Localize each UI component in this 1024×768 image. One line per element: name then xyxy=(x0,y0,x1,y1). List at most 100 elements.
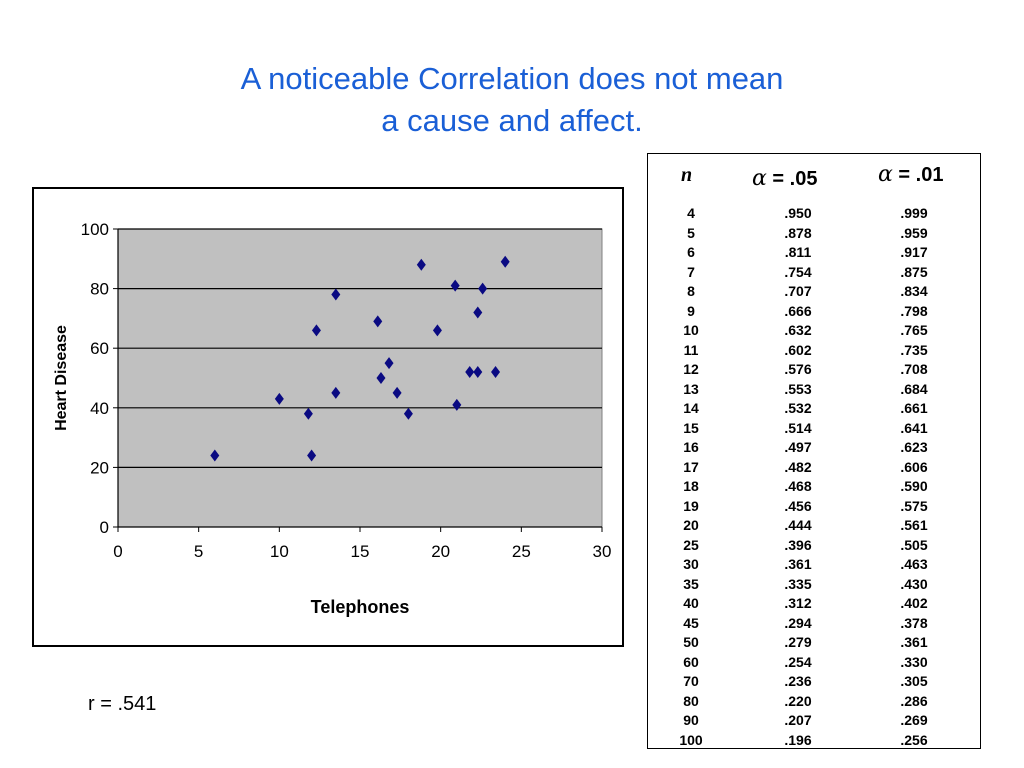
table-row: 40 .312 .402 xyxy=(648,594,982,614)
table-body: 4 .950 .999 5 .878 .959 6 .811 .917 7 .754 .875 8 .70… xyxy=(648,204,982,750)
data-point xyxy=(452,398,462,411)
cell-alpha-01: .834 xyxy=(900,283,928,299)
cell-alpha-01: .959 xyxy=(900,224,928,241)
cell-alpha-05: .950 xyxy=(784,205,812,221)
cell-alpha-05: .220 xyxy=(784,692,812,709)
slide-title-line1: A noticeable Correlation does not mean xyxy=(240,61,784,96)
table-row: 18 .468 .590 xyxy=(648,477,982,497)
cell-alpha-05: .576 xyxy=(784,361,812,377)
cell-alpha-01: .999 xyxy=(900,205,928,221)
data-point xyxy=(331,386,341,399)
data-point xyxy=(373,315,383,328)
cell-alpha-01: .735 xyxy=(900,341,928,358)
cell-alpha-01: .917 xyxy=(900,244,928,260)
x-tick-label: 10 xyxy=(270,542,289,561)
cell-n: 18 xyxy=(683,478,699,494)
cell-n: 8 xyxy=(687,283,695,299)
x-tick-label: 25 xyxy=(512,542,531,561)
table-row: 12 .576 .708 xyxy=(648,360,982,380)
cell-alpha-05: .196 xyxy=(784,731,812,748)
cell-n: 10 xyxy=(683,322,699,338)
table-row: 80 .220 .286 xyxy=(648,692,982,712)
cell-alpha-05: .497 xyxy=(784,439,812,455)
cell-alpha-01: .661 xyxy=(900,400,928,416)
scatter-chart-frame: 0 20 40 60 80 100 0 5 10 15 20 25 30 Telephones Heart … xyxy=(32,187,624,647)
table-row: 20 .444 .561 xyxy=(648,516,982,536)
y-tick-label: 80 xyxy=(90,280,109,299)
cell-alpha-01: .641 xyxy=(900,419,928,436)
data-point xyxy=(416,258,426,271)
cell-n: 35 xyxy=(683,575,699,592)
table-row: 13 .553 .684 xyxy=(648,380,982,400)
cell-n: 45 xyxy=(683,614,699,631)
data-point xyxy=(478,282,488,295)
data-point xyxy=(500,255,510,268)
cell-n: 70 xyxy=(683,673,699,689)
cell-alpha-05: .294 xyxy=(784,614,812,631)
correlation-value: r = .541 xyxy=(88,693,157,715)
data-point xyxy=(491,366,501,379)
data-point xyxy=(403,407,413,420)
header-alpha-01: α = .01 xyxy=(878,162,943,187)
table-row: 8 .707 .834 xyxy=(648,282,982,302)
cell-alpha-01: .590 xyxy=(900,478,928,494)
cell-n: 6 xyxy=(687,244,695,260)
cell-alpha-05: .444 xyxy=(784,517,812,533)
cell-n: 4 xyxy=(687,205,695,221)
cell-alpha-05: .456 xyxy=(784,497,812,514)
data-point xyxy=(303,407,313,420)
table-row: 30 .361 .463 xyxy=(648,555,982,575)
table-row: 19 .456 .575 xyxy=(648,497,982,517)
cell-alpha-01: .305 xyxy=(900,673,928,689)
cell-alpha-05: .754 xyxy=(784,263,812,280)
y-tick-label: 60 xyxy=(90,339,109,358)
data-point xyxy=(210,449,220,462)
table-row: 17 .482 .606 xyxy=(648,458,982,478)
cell-n: 19 xyxy=(683,497,699,514)
cell-n: 15 xyxy=(683,419,699,436)
cell-n: 9 xyxy=(687,302,695,319)
cell-n: 14 xyxy=(683,400,699,416)
cell-alpha-05: .514 xyxy=(784,419,812,436)
data-point xyxy=(331,288,341,301)
cell-alpha-05: .811 xyxy=(784,244,812,260)
table-row: 25 .396 .505 xyxy=(648,536,982,556)
cell-alpha-05: .396 xyxy=(784,536,812,553)
table-row: 5 .878 .959 xyxy=(648,224,982,244)
table-row: 50 .279 .361 xyxy=(648,633,982,653)
cell-alpha-05: .279 xyxy=(784,634,812,650)
cell-alpha-05: .361 xyxy=(784,556,812,572)
cell-n: 25 xyxy=(683,536,699,553)
data-point xyxy=(384,357,394,370)
alpha-symbol: α xyxy=(878,162,893,187)
table-row: 90 .207 .269 xyxy=(648,711,982,731)
y-tick-label: 0 xyxy=(100,518,109,537)
y-tick-label: 40 xyxy=(90,399,109,418)
cell-alpha-01: .463 xyxy=(900,556,928,572)
x-tick-label: 15 xyxy=(351,542,370,561)
table-row: 11 .602 .735 xyxy=(648,341,982,361)
cell-n: 20 xyxy=(683,517,699,533)
table-row: 100 .196 .256 xyxy=(648,731,982,751)
data-point xyxy=(274,392,284,405)
cell-n: 50 xyxy=(683,634,699,650)
cell-alpha-05: .335 xyxy=(784,575,812,592)
table-row: 35 .335 .430 xyxy=(648,575,982,595)
cell-alpha-05: .532 xyxy=(784,400,812,416)
cell-n: 90 xyxy=(683,712,699,728)
data-point xyxy=(450,279,460,292)
header-n: n xyxy=(681,164,693,186)
table-row: 45 .294 .378 xyxy=(648,614,982,634)
table-row: 60 .254 .330 xyxy=(648,653,982,673)
cell-n: 80 xyxy=(683,692,699,709)
data-point xyxy=(392,386,402,399)
critical-values-table: n α = .05 α = .01 4 .950 .999 5 .878 .959 6 .81… xyxy=(647,153,981,749)
cell-alpha-01: .798 xyxy=(900,302,928,319)
cell-alpha-01: .505 xyxy=(900,536,928,553)
cell-alpha-01: .623 xyxy=(900,439,928,455)
data-point xyxy=(307,449,317,462)
cell-alpha-01: .875 xyxy=(900,263,928,280)
table-row: 10 .632 .765 xyxy=(648,321,982,341)
table-row: 14 .532 .661 xyxy=(648,399,982,419)
cell-alpha-01: .708 xyxy=(900,361,928,377)
